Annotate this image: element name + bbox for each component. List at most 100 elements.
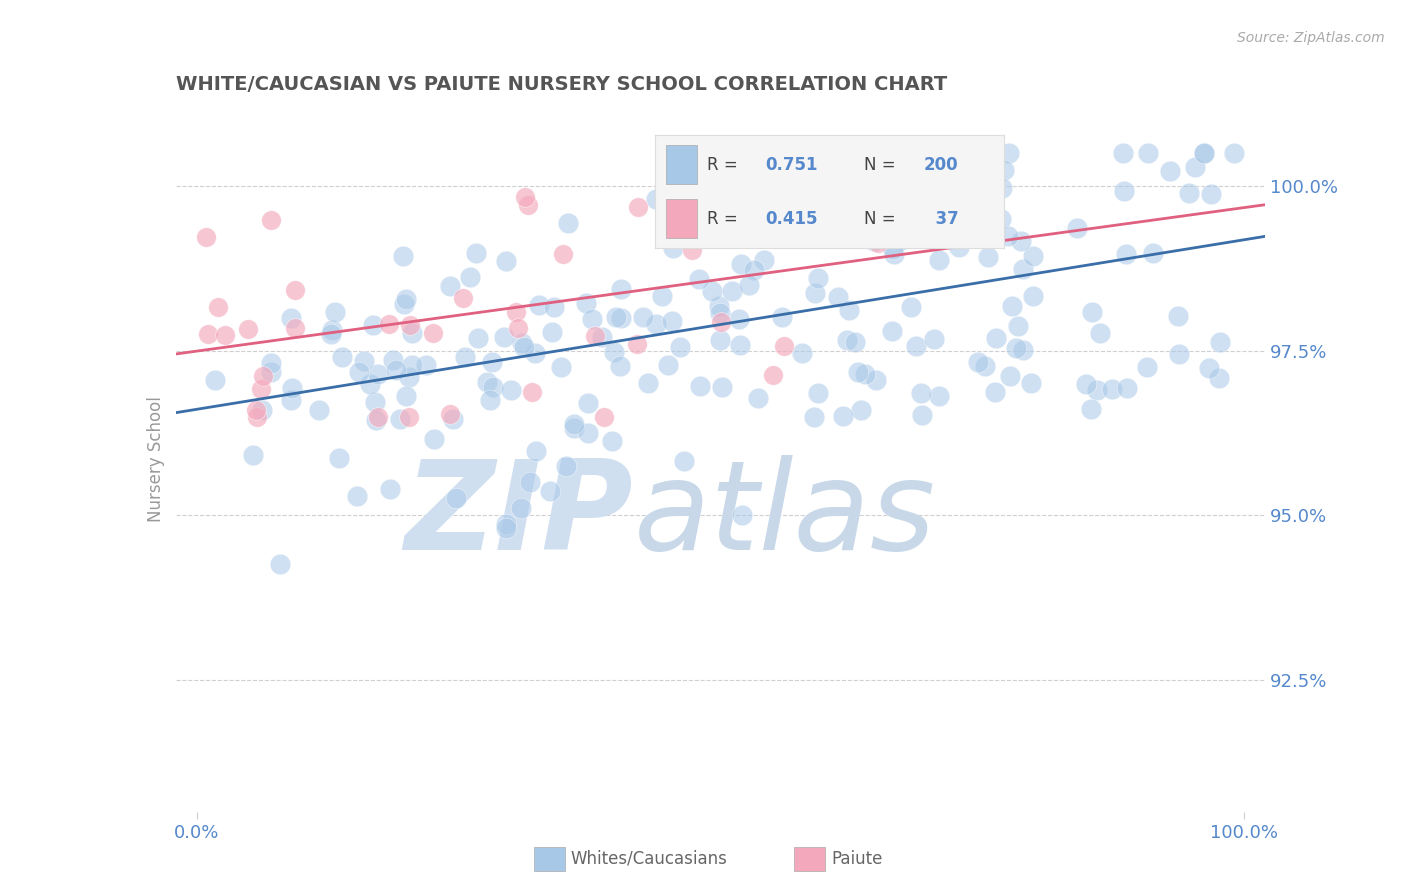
Point — [576, 396, 599, 410]
Point — [1184, 161, 1206, 175]
Point — [1168, 347, 1191, 361]
Point — [728, 338, 751, 352]
Point — [920, 172, 942, 186]
Point — [280, 392, 302, 407]
Point — [367, 409, 389, 424]
Point — [398, 409, 420, 424]
Point — [465, 246, 488, 260]
Point — [880, 324, 903, 338]
Point — [609, 359, 631, 373]
Point — [284, 283, 307, 297]
Point — [1005, 341, 1028, 355]
Point — [441, 412, 464, 426]
Point — [883, 247, 905, 261]
Point — [928, 220, 950, 235]
Point — [513, 341, 536, 355]
Point — [242, 448, 264, 462]
Point — [610, 310, 633, 325]
Point — [578, 425, 600, 440]
Point — [792, 231, 814, 245]
Point — [246, 409, 269, 424]
Point — [844, 334, 866, 349]
Point — [562, 421, 585, 435]
Point — [1085, 384, 1108, 398]
Point — [367, 368, 389, 382]
Point — [238, 322, 260, 336]
Point — [481, 355, 503, 369]
Point — [499, 384, 522, 398]
Point — [398, 370, 420, 384]
Point — [1021, 249, 1043, 263]
Point — [524, 345, 547, 359]
Point — [346, 490, 368, 504]
Point — [1178, 186, 1201, 201]
Point — [1201, 186, 1223, 201]
Point — [1021, 289, 1043, 303]
Point — [467, 331, 489, 345]
Point — [1007, 319, 1029, 334]
Point — [1101, 382, 1123, 396]
Point — [821, 205, 844, 219]
Point — [1115, 247, 1137, 261]
Point — [633, 310, 655, 325]
Point — [520, 384, 543, 399]
Point — [479, 392, 502, 407]
Point — [1080, 401, 1102, 416]
Point — [519, 475, 541, 490]
Point — [707, 299, 730, 313]
Text: Paiute: Paiute — [831, 850, 883, 868]
Point — [381, 353, 404, 368]
Point — [803, 146, 825, 161]
Point — [662, 241, 685, 255]
Point — [922, 332, 945, 346]
Point — [401, 326, 423, 340]
Point — [439, 278, 461, 293]
Point — [422, 326, 444, 340]
Point — [730, 508, 752, 522]
Point — [260, 213, 283, 227]
Point — [1192, 146, 1215, 161]
Point — [378, 318, 401, 332]
Point — [997, 228, 1019, 243]
Point — [347, 365, 370, 379]
Text: ZIP: ZIP — [405, 455, 633, 576]
Point — [553, 247, 575, 261]
Point — [280, 311, 302, 326]
Point — [756, 146, 779, 161]
Point — [605, 310, 627, 324]
Point — [778, 164, 800, 178]
Point — [482, 380, 505, 394]
Point — [644, 317, 666, 331]
Point — [900, 300, 922, 314]
Point — [1021, 376, 1043, 390]
Point — [1010, 234, 1032, 248]
Point — [898, 188, 921, 202]
Point — [688, 271, 710, 285]
Point — [1001, 299, 1024, 313]
Point — [321, 323, 343, 337]
Point — [853, 367, 876, 381]
Point — [550, 360, 572, 375]
Point — [245, 403, 267, 417]
Point — [1074, 377, 1097, 392]
Point — [626, 337, 648, 351]
Point — [1198, 361, 1220, 376]
Text: atlas: atlas — [633, 455, 935, 576]
Point — [890, 233, 912, 247]
Point — [460, 270, 482, 285]
Point — [711, 380, 734, 394]
Point — [748, 159, 770, 173]
Point — [932, 206, 955, 220]
Point — [475, 375, 498, 389]
Point — [742, 262, 765, 277]
Point — [991, 181, 1014, 195]
Point — [866, 235, 889, 250]
Point — [1208, 371, 1230, 385]
Point — [517, 198, 540, 212]
Point — [378, 482, 401, 496]
Point — [284, 320, 307, 334]
Point — [259, 366, 281, 380]
Point — [832, 409, 855, 423]
Text: Whites/Caucasians: Whites/Caucasians — [571, 850, 728, 868]
Point — [922, 213, 945, 227]
